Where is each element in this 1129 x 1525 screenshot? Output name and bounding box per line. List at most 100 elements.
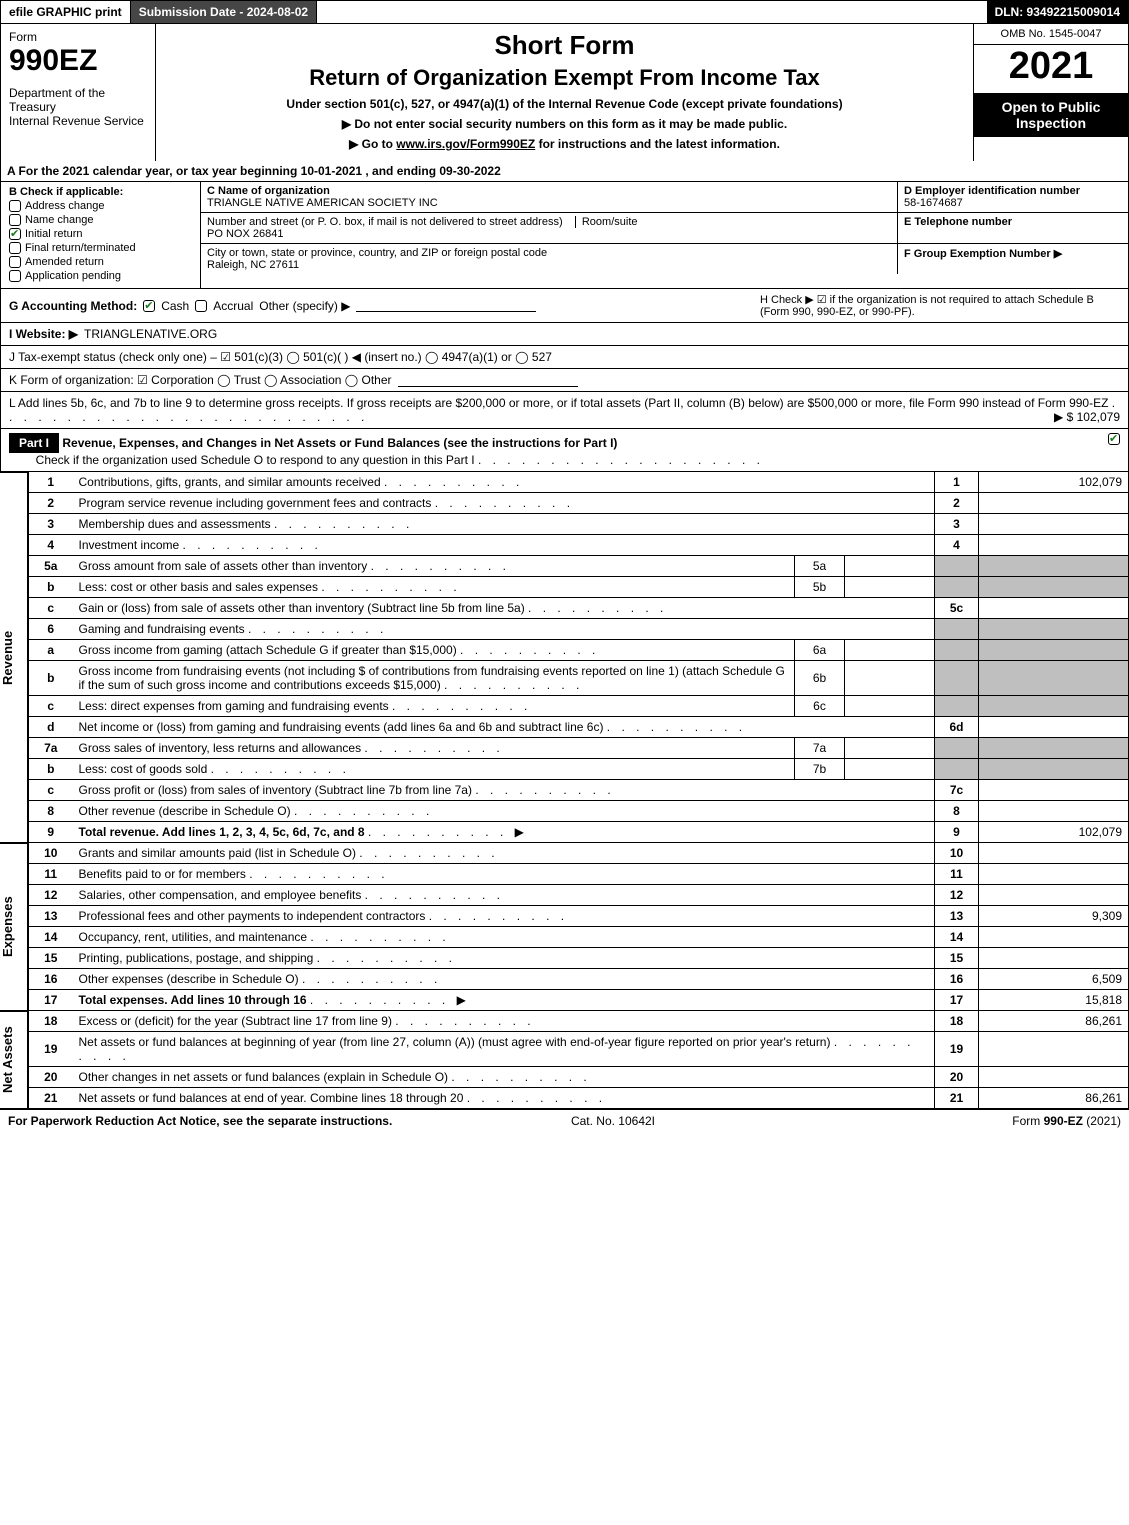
- b-label: B Check if applicable:: [9, 186, 192, 198]
- result-value: [979, 556, 1129, 577]
- subtitle-goto: ▶ Go to www.irs.gov/Form990EZ for instru…: [166, 137, 963, 151]
- subtitle-ssn: ▶ Do not enter social security numbers o…: [166, 117, 963, 131]
- b-check-item: Amended return: [9, 256, 192, 268]
- subline-value: [845, 738, 935, 759]
- line-l: L Add lines 5b, 6c, and 7b to line 9 to …: [0, 392, 1129, 429]
- result-number: 17: [935, 990, 979, 1011]
- city-label: City or town, state or province, country…: [207, 247, 891, 259]
- g-other-label: Other (specify) ▶: [259, 299, 350, 313]
- result-number: 13: [935, 906, 979, 927]
- line-number: 21: [29, 1088, 73, 1109]
- b-checkbox[interactable]: [9, 214, 21, 226]
- c-name: C Name of organization TRIANGLE NATIVE A…: [201, 182, 898, 212]
- col-cdef: C Name of organization TRIANGLE NATIVE A…: [201, 182, 1128, 288]
- result-number: 2: [935, 493, 979, 514]
- b-checkbox[interactable]: [9, 270, 21, 282]
- b-checkbox-label: Amended return: [25, 256, 104, 268]
- line-description: Gross income from gaming (attach Schedul…: [73, 640, 795, 661]
- table-row: bLess: cost or other basis and sales exp…: [29, 577, 1129, 598]
- line-number: b: [29, 661, 73, 696]
- table-row: 9Total revenue. Add lines 1, 2, 3, 4, 5c…: [29, 822, 1129, 843]
- form-header: Form 990EZ Department of the Treasury In…: [0, 24, 1129, 161]
- efile-link[interactable]: efile GRAPHIC print: [1, 1, 131, 23]
- result-number: 19: [935, 1032, 979, 1067]
- line-number: 14: [29, 927, 73, 948]
- dept-line-1: Department of the Treasury: [9, 86, 147, 114]
- header-left: Form 990EZ Department of the Treasury In…: [1, 24, 156, 161]
- l-amount: ▶ $ 102,079: [1054, 410, 1120, 424]
- city-value: Raleigh, NC 27611: [207, 259, 891, 271]
- result-number: 15: [935, 948, 979, 969]
- table-row: 3Membership dues and assessments . . . .…: [29, 514, 1129, 535]
- b-check-item: Initial return: [9, 228, 192, 240]
- subtitle-code: Under section 501(c), 527, or 4947(a)(1)…: [166, 97, 963, 111]
- b-checkbox[interactable]: [9, 242, 21, 254]
- b-checkbox[interactable]: [9, 228, 21, 240]
- b-checkbox[interactable]: [9, 256, 21, 268]
- line-description: Grants and similar amounts paid (list in…: [73, 843, 935, 864]
- result-value: [979, 864, 1129, 885]
- result-value: [979, 738, 1129, 759]
- footer-cat: Cat. No. 10642I: [571, 1114, 655, 1128]
- line-number: 13: [29, 906, 73, 927]
- k-text: K Form of organization: ☑ Corporation ◯ …: [9, 373, 392, 387]
- header-right: OMB No. 1545-0047 2021 Open to Public In…: [973, 24, 1128, 161]
- table-row: aGross income from gaming (attach Schedu…: [29, 640, 1129, 661]
- footer-right: Form 990-EZ (2021): [1012, 1114, 1121, 1128]
- subline-value: [845, 577, 935, 598]
- header-center: Short Form Return of Organization Exempt…: [156, 24, 973, 161]
- line-number: 17: [29, 990, 73, 1011]
- result-value: [979, 577, 1129, 598]
- section-bcdef: B Check if applicable: Address changeNam…: [0, 182, 1129, 289]
- result-number: 5c: [935, 598, 979, 619]
- line-number: b: [29, 577, 73, 598]
- line-description: Occupancy, rent, utilities, and maintena…: [73, 927, 935, 948]
- result-value: [979, 780, 1129, 801]
- line-description: Gross profit or (loss) from sales of inv…: [73, 780, 935, 801]
- line-description: Professional fees and other payments to …: [73, 906, 935, 927]
- top-bar: efile GRAPHIC print Submission Date - 20…: [0, 0, 1129, 24]
- g-cash-checkbox[interactable]: [143, 300, 155, 312]
- line-g-h: G Accounting Method: Cash Accrual Other …: [0, 289, 1129, 323]
- result-value: [979, 598, 1129, 619]
- irs-link[interactable]: www.irs.gov/Form990EZ: [396, 137, 535, 151]
- result-number: 11: [935, 864, 979, 885]
- result-number: 20: [935, 1067, 979, 1088]
- j-text: J Tax-exempt status (check only one) – ☑…: [9, 350, 552, 364]
- g-accrual-checkbox[interactable]: [195, 300, 207, 312]
- line-description: Salaries, other compensation, and employ…: [73, 885, 935, 906]
- subline-value: [845, 759, 935, 780]
- table-row: dNet income or (loss) from gaming and fu…: [29, 717, 1129, 738]
- l-text: L Add lines 5b, 6c, and 7b to line 9 to …: [9, 396, 1108, 410]
- table-row: 12Salaries, other compensation, and empl…: [29, 885, 1129, 906]
- omb-number: OMB No. 1545-0047: [974, 24, 1128, 45]
- subline-value: [845, 556, 935, 577]
- line-description: Gross sales of inventory, less returns a…: [73, 738, 795, 759]
- b-checkbox[interactable]: [9, 200, 21, 212]
- street-value: PO NOX 26841: [207, 228, 891, 240]
- website-value: TRIANGLENATIVE.ORG: [84, 327, 217, 341]
- result-number: [935, 738, 979, 759]
- subline-value: [845, 640, 935, 661]
- c-name-label: C Name of organization: [207, 185, 891, 197]
- line-description: Other expenses (describe in Schedule O) …: [73, 969, 935, 990]
- table-row: 20Other changes in net assets or fund ba…: [29, 1067, 1129, 1088]
- revenue-block: Revenue 1Contributions, gifts, grants, a…: [0, 472, 1129, 843]
- g-other-input[interactable]: [356, 299, 536, 312]
- line-description: Excess or (deficit) for the year (Subtra…: [73, 1011, 935, 1032]
- part1-header: Part I Revenue, Expenses, and Changes in…: [0, 429, 1129, 472]
- form-label: Form: [9, 30, 147, 44]
- line-number: b: [29, 759, 73, 780]
- title-return: Return of Organization Exempt From Incom…: [166, 65, 963, 91]
- result-value: [979, 927, 1129, 948]
- part1-checkbox[interactable]: [1108, 433, 1120, 445]
- line-description: Benefits paid to or for members . . . . …: [73, 864, 935, 885]
- result-value: [979, 619, 1129, 640]
- b-checkbox-label: Final return/terminated: [25, 242, 136, 254]
- result-value: [979, 514, 1129, 535]
- street-label: Number and street (or P. O. box, if mail…: [207, 216, 563, 228]
- line-number: 2: [29, 493, 73, 514]
- k-other-input[interactable]: [398, 374, 578, 387]
- org-name: TRIANGLE NATIVE AMERICAN SOCIETY INC: [207, 197, 891, 209]
- result-value: [979, 948, 1129, 969]
